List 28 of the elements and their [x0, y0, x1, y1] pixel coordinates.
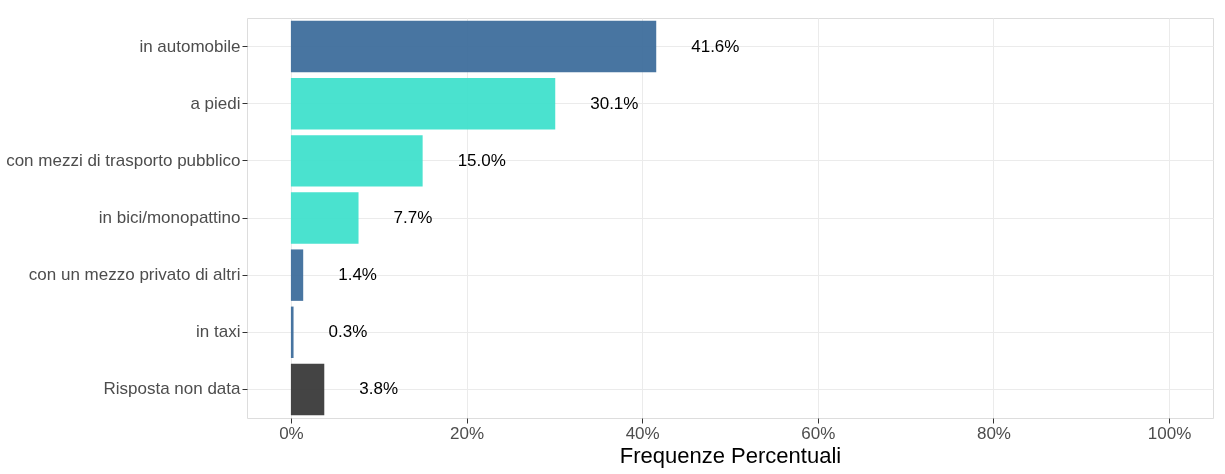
- y-tick-label: con un mezzo privato di altri: [28, 265, 241, 285]
- x-tick-label: 100%: [1147, 423, 1192, 443]
- x-tick-label: 80%: [976, 423, 1011, 443]
- data-label: 3.8%: [359, 379, 399, 399]
- data-label: 7.7%: [393, 208, 433, 227]
- data-label: 30.1%: [590, 93, 639, 113]
- x-tick-label: 20%: [450, 423, 485, 443]
- bar: [290, 20, 657, 73]
- bar: [290, 192, 359, 244]
- bar: [290, 363, 325, 416]
- x-tick-label: 60%: [801, 423, 836, 443]
- y-tick-label: in taxi: [196, 322, 241, 342]
- x-axis-title: Frequenze Percentuali: [619, 442, 842, 468]
- bar: [290, 78, 556, 130]
- data-label: 41.6%: [691, 36, 740, 56]
- y-tick-label: in bici/monopattino: [98, 208, 241, 227]
- y-tick-label: in automobile: [139, 36, 241, 56]
- bar: [290, 249, 304, 301]
- y-tick-label: Risposta non data: [103, 379, 242, 399]
- data-label: 15.0%: [457, 150, 506, 170]
- y-tick-label: con mezzi di trasporto pubblico: [6, 150, 241, 170]
- bar: [290, 306, 294, 358]
- bar: [290, 135, 423, 187]
- data-label: 0.3%: [328, 322, 368, 342]
- x-tick-label: 40%: [625, 423, 660, 443]
- x-tick-label: 0%: [279, 423, 304, 443]
- y-tick-label: a piedi: [190, 93, 241, 113]
- data-label: 1.4%: [338, 265, 377, 285]
